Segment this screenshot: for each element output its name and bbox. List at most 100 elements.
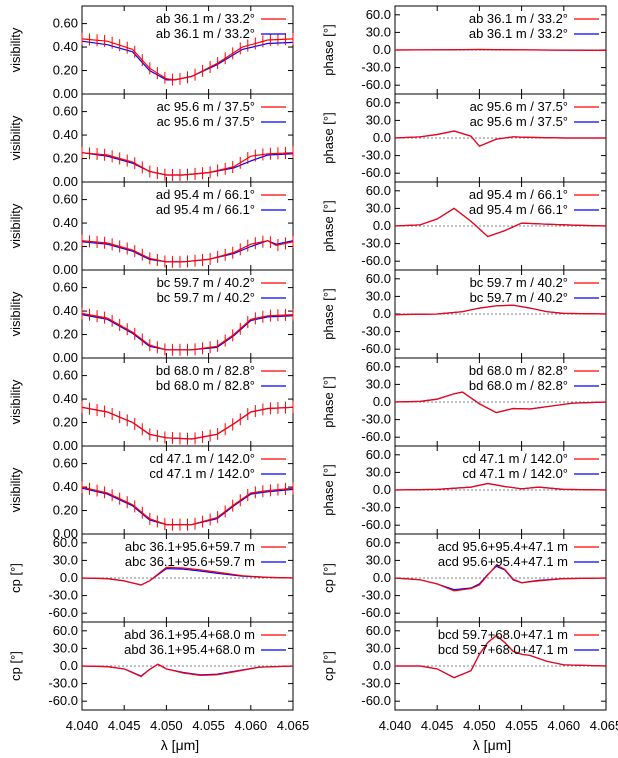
y-tick-label: 60.0: [53, 623, 78, 638]
y-tick-label: 0.20: [53, 415, 78, 430]
legend: bc 59.7 m / 40.2°bc 59.7 m / 40.2°: [157, 275, 286, 305]
legend-label: ac 95.6 m / 37.5°: [157, 99, 255, 114]
panel-phase-ad: 60.0 30.0 0.0 -30.0 -60.0 phase [°] ad 95.4 m …: [321, 181, 607, 271]
legend-label: bc 59.7 m / 40.2°: [157, 290, 255, 305]
legend-label: ad 95.4 m / 66.1°: [469, 202, 568, 217]
y-ticks: 60.0 30.0 0.0 -30.0 -60.0: [361, 183, 606, 268]
y-tick-label: 30.0: [53, 640, 78, 655]
y-tick-label: 0.60: [53, 456, 78, 471]
y-tick-label: -60.0: [48, 605, 78, 620]
y-tick-label: 0.0: [373, 130, 391, 145]
series-line-red: [394, 564, 607, 592]
series-line-red: [394, 130, 606, 147]
y-tick-label: 0.0: [373, 218, 391, 233]
y-tick-label: 60.0: [366, 95, 391, 110]
x-ticks: [81, 182, 294, 270]
y-tick-label: 0.00: [53, 174, 78, 189]
panel-grid: 0.00 0.20 0.40 0.60 visibility ab 36.1 m / 33…: [8, 5, 618, 733]
y-tick-label: -60.0: [361, 517, 391, 532]
legend-label: abc 36.1+95.6+59.7 m: [125, 554, 255, 569]
series-line-red: [81, 486, 294, 526]
series-line-red: [81, 312, 294, 351]
panel-visibility-ad: 0.00 0.20 0.40 0.60 visibility ad 95.4 m / 66…: [8, 181, 294, 277]
y-tick-label: 0.40: [53, 215, 78, 230]
y-axis-label: visibility: [8, 467, 23, 512]
panel-cp-abc: 60.0 30.0 0.0 -30.0 -60.0 cp [°] abc 36.1+95.6…: [8, 533, 294, 623]
y-axis-label: visibility: [8, 115, 23, 160]
y-tick-label: -30.0: [361, 148, 391, 163]
y-tick-label: 0.00: [53, 262, 78, 277]
legend: ac 95.6 m / 37.5°ac 95.6 m / 37.5°: [157, 99, 286, 129]
error-bars: [81, 307, 294, 356]
y-ticks: 60.0 30.0 0.0 -30.0 -60.0: [361, 623, 606, 708]
y-tick-label: 0.0: [373, 306, 391, 321]
y-tick-label: 0.0: [373, 658, 391, 673]
legend-label: acd 95.6+95.4+47.1 m: [438, 539, 568, 554]
legend-label: cd 47.1 m / 142.0°: [149, 466, 255, 481]
panel-cp-abd: 60.0 30.0 0.0 -30.0 -60.0 4.040 4.045 4.050 4.05…: [8, 621, 309, 733]
x-tick-label: 4.045: [421, 718, 454, 733]
legend-label: bc 59.7 m / 40.2°: [470, 290, 568, 305]
legend-label: bd 68.0 m / 82.8°: [469, 363, 568, 378]
x-ticks: 4.040 4.045 4.050 4.055 4.060 4.065: [379, 622, 618, 733]
y-ticks: 60.0 30.0 0.0 -30.0 -60.0: [48, 535, 293, 620]
y-tick-label: -30.0: [361, 324, 391, 339]
x-tick-label: 4.050: [150, 718, 183, 733]
legend-label: ac 95.6 m / 37.5°: [157, 114, 255, 129]
y-axis-label: phase [°]: [321, 464, 336, 515]
y-axis-label: phase [°]: [321, 24, 336, 75]
legend: cd 47.1 m / 142.0°cd 47.1 m / 142.0°: [462, 451, 599, 481]
legend-label: ab 36.1 m / 33.2°: [156, 26, 255, 41]
panel-phase-ac: 60.0 30.0 0.0 -30.0 -60.0 phase [°] ac 95.6 m …: [321, 93, 607, 183]
legend: ac 95.6 m / 37.5°ac 95.6 m / 37.5°: [470, 99, 599, 129]
x-ticks: 4.040 4.045 4.050 4.055 4.060 4.065: [66, 622, 309, 733]
y-tick-label: 0.60: [53, 280, 78, 295]
x-tick-label: 4.050: [463, 718, 496, 733]
y-tick-label: 0.20: [53, 63, 78, 78]
y-tick-label: -30.0: [361, 236, 391, 251]
series-line-red: [394, 48, 607, 51]
x-ticks: [394, 182, 607, 270]
series-line-blue: [394, 391, 607, 414]
y-tick-label: 0.60: [53, 16, 78, 31]
y-tick-label: 30.0: [366, 288, 391, 303]
x-tick-label: 4.040: [66, 718, 99, 733]
series-line-red: [81, 406, 294, 440]
y-tick-label: 30.0: [366, 376, 391, 391]
x-ticks: [394, 270, 607, 358]
x-tick-label: 4.060: [235, 718, 268, 733]
y-tick-label: 30.0: [366, 112, 391, 127]
y-ticks: 60.0 30.0 0.0 -30.0 -60.0: [361, 447, 606, 532]
y-tick-label: 30.0: [366, 24, 391, 39]
y-tick-label: 0.40: [53, 127, 78, 142]
y-tick-label: -60.0: [361, 605, 391, 620]
y-tick-label: -30.0: [48, 676, 78, 691]
legend-label: ab 36.1 m / 33.2°: [469, 26, 568, 41]
series-line-red: [395, 634, 607, 679]
panel-phase-bd: 60.0 30.0 0.0 -30.0 -60.0 phase [°] bd 68.0 m …: [321, 357, 607, 447]
legend-label: ac 95.6 m / 37.5°: [470, 99, 568, 114]
x-ticks: [81, 94, 294, 182]
y-tick-label: 0.0: [373, 394, 391, 409]
x-ticks: [394, 446, 607, 534]
series-line-red: [394, 391, 607, 414]
y-tick-label: 0.20: [53, 239, 78, 254]
y-tick-label: 30.0: [366, 552, 391, 567]
y-axis-label: phase [°]: [321, 376, 336, 427]
legend-label: cd 47.1 m / 142.0°: [462, 451, 568, 466]
series-line-red: [394, 304, 607, 316]
y-tick-label: 0.40: [53, 39, 78, 54]
panel-visibility-ab: 0.00 0.20 0.40 0.60 visibility ab 36.1 m / 33…: [8, 5, 294, 101]
series-line-red: [81, 663, 294, 678]
y-tick-label: -60.0: [361, 341, 391, 356]
error-bars: [81, 234, 294, 268]
y-ticks: 0.00 0.20 0.40 0.60: [53, 16, 293, 101]
legend-label: bd 68.0 m / 82.8°: [156, 378, 255, 393]
y-tick-label: 0.20: [53, 151, 78, 166]
y-tick-label: 0.60: [53, 104, 78, 119]
y-ticks: 0.00 0.20 0.40 0.60: [53, 280, 293, 365]
y-tick-label: 60.0: [366, 183, 391, 198]
